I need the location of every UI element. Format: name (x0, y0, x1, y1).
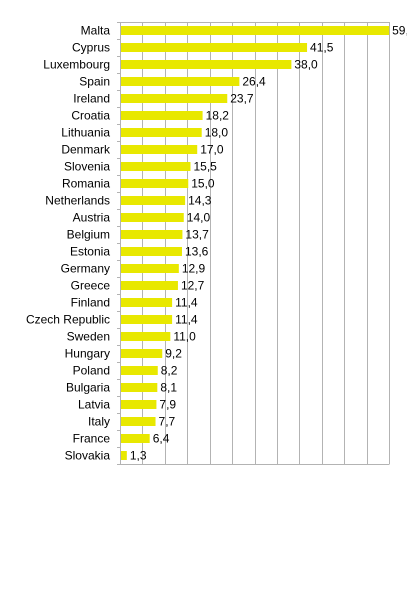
data-label: 8,1 (160, 381, 177, 395)
data-label: 26,4 (242, 75, 266, 89)
category-ticks (117, 22, 121, 465)
data-label: 1,3 (130, 449, 147, 463)
data-label: 59,8 (392, 24, 407, 38)
category-label: Romania (62, 177, 110, 191)
category-label: Croatia (71, 109, 110, 123)
category-label: Bulgaria (66, 381, 110, 395)
data-label: 41,5 (310, 41, 334, 55)
data-label: 6,4 (153, 432, 170, 446)
value-labels: 59,8 41,5 38,0 26,4 23,718,2 18,0 17,0 15,5 15,0… (130, 24, 407, 463)
bar (121, 162, 191, 171)
category-label: Slovakia (65, 449, 111, 463)
bar (121, 281, 178, 290)
bar (121, 94, 228, 103)
data-label: 11,0 (173, 330, 196, 344)
data-label: 12,7 (181, 279, 205, 293)
category-label: Estonia (70, 245, 110, 259)
bar (121, 111, 203, 120)
category-label: Lithuania (61, 126, 110, 140)
category-label: Poland (73, 364, 110, 378)
bar (121, 128, 202, 137)
data-label: 15,5 (193, 160, 217, 174)
category-label: Finland (71, 296, 110, 310)
bar (121, 264, 179, 273)
data-label: 11,4 (175, 313, 198, 327)
data-label: 13,6 (185, 245, 209, 259)
data-label: 8,2 (161, 364, 178, 378)
bar (121, 179, 189, 188)
category-label: Greece (71, 279, 111, 293)
category-label: Hungary (65, 347, 110, 361)
bars (121, 26, 390, 460)
category-label: Czech Republic (26, 313, 110, 327)
category-label: Austria (73, 211, 111, 225)
bar (121, 400, 157, 409)
data-label: 12,9 (182, 262, 206, 276)
category-label: France (73, 432, 111, 446)
bar (121, 60, 292, 69)
category-label: Malta (81, 24, 111, 38)
data-label: 13,7 (185, 228, 209, 242)
data-label: 9,2 (165, 347, 182, 361)
bar (121, 196, 186, 205)
bar (121, 434, 150, 443)
bar (121, 417, 156, 426)
bar (121, 230, 183, 239)
data-label: 14,3 (188, 194, 212, 208)
data-label: 14,0 (187, 211, 211, 225)
data-label: 18,2 (206, 109, 230, 123)
bar (121, 43, 308, 52)
category-label: Spain (79, 75, 110, 89)
category-label: Belgium (67, 228, 110, 242)
gridlines (120, 22, 390, 465)
bar (121, 298, 173, 307)
bar (121, 77, 240, 86)
category-labels: Malta Cyprus Luxembourg Spain Ireland Croatia… (26, 24, 111, 463)
bar (121, 145, 198, 154)
bar (121, 315, 173, 324)
data-label: 7,7 (159, 415, 176, 429)
bar (121, 451, 127, 460)
category-label: Netherlands (45, 194, 110, 208)
category-label: Germany (61, 262, 110, 276)
data-label: 18,0 (205, 126, 229, 140)
category-label: Luxembourg (43, 58, 110, 72)
category-label: Slovenia (64, 160, 110, 174)
data-label: 11,4 (175, 296, 198, 310)
data-label: 7,9 (159, 398, 176, 412)
category-label: Italy (88, 415, 110, 429)
data-label: 15,0 (191, 177, 215, 191)
data-label: 38,0 (294, 58, 318, 72)
category-label: Cyprus (72, 41, 110, 55)
data-label: 17,0 (200, 143, 224, 157)
bar (121, 213, 184, 222)
bar (121, 26, 390, 35)
category-label: Sweden (67, 330, 110, 344)
bar (121, 332, 171, 341)
category-label: Ireland (73, 92, 110, 106)
bar (121, 349, 163, 358)
bar (121, 366, 158, 375)
bar (121, 383, 158, 392)
category-label: Denmark (61, 143, 111, 157)
bar (121, 247, 182, 256)
category-label: Latvia (78, 398, 110, 412)
data-label: 23,7 (230, 92, 254, 106)
